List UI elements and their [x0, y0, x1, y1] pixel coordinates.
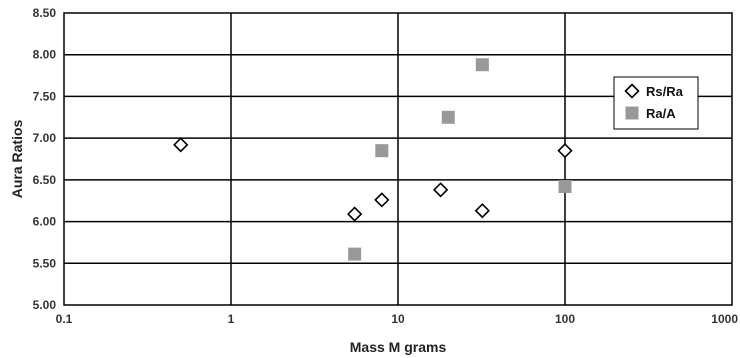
point-ra-a: [441, 110, 455, 124]
point-rs-ra: [432, 182, 449, 198]
y-tick-label: 7.00: [33, 131, 57, 145]
point-rs-ra: [557, 143, 573, 159]
legend-marker: [624, 83, 640, 99]
x-tick-label: 10: [391, 312, 405, 326]
x-tick-label: 1: [228, 312, 235, 326]
legend-marker: [625, 106, 639, 120]
y-tick-label: 5.50: [33, 256, 57, 270]
y-tick-label: 8.00: [33, 48, 57, 62]
y-tick-label: 8.50: [33, 6, 57, 20]
x-tick-label: 1000: [711, 312, 738, 326]
point-ra-a: [558, 180, 572, 194]
y-axis-label: Aura Ratios: [9, 120, 25, 199]
point-rs-ra: [347, 206, 363, 222]
y-tick-labels: 5.00 5.50 6.00 6.50 7.00 7.50 8.00 8.50: [33, 6, 57, 312]
point-ra-a: [375, 144, 389, 158]
y-tick-label: 7.50: [33, 89, 57, 103]
y-tick-label: 6.00: [33, 215, 57, 229]
point-rs-ra: [374, 192, 390, 208]
x-tick-labels: 0.1 1 10 100 1000: [56, 312, 739, 326]
y-tick-label: 5.00: [33, 298, 57, 312]
x-tick-label: 100: [555, 312, 575, 326]
x-axis-label: Mass M grams: [350, 339, 447, 355]
legend-box: [613, 76, 699, 130]
x-tick-label: 0.1: [56, 312, 73, 326]
point-ra-a: [348, 247, 362, 261]
point-ra-a: [475, 58, 489, 72]
data-points: [173, 58, 573, 261]
legend-label: Ra/A: [646, 106, 676, 121]
legend: Rs/Ra Ra/A: [613, 76, 699, 130]
gridlines: [64, 13, 732, 305]
point-rs-ra: [173, 137, 189, 153]
legend-items: Rs/Ra Ra/A: [624, 83, 684, 121]
y-tick-label: 6.50: [33, 173, 57, 187]
point-rs-ra: [474, 203, 490, 219]
legend-label: Rs/Ra: [646, 84, 684, 99]
